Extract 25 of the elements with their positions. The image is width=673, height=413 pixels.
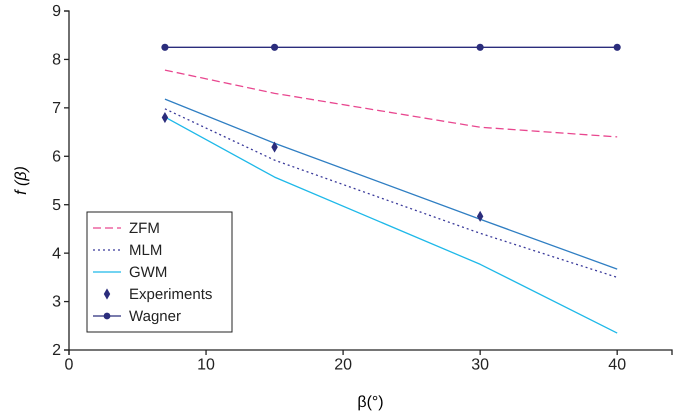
legend-label: Wagner: [129, 308, 181, 325]
legend-label: Experiments: [129, 286, 212, 303]
x-axis-title: β(°): [357, 394, 384, 411]
y-tick-label: 9: [52, 3, 62, 20]
line-series: [164, 69, 618, 138]
x-tick-label: 30: [471, 356, 490, 374]
y-axis-title: f (β): [13, 166, 30, 195]
x-tick-label: 40: [608, 356, 626, 374]
x-tick-label: 0: [64, 356, 74, 374]
point: [271, 44, 278, 51]
legend-label: MLM: [129, 242, 162, 259]
legend-label: GWM: [129, 264, 168, 281]
y-tick-label: 7: [52, 100, 62, 117]
y-tick-label: 5: [52, 196, 62, 214]
x-tick-label: 20: [334, 356, 352, 374]
point: [476, 44, 484, 51]
y-tick-label: 2: [52, 342, 62, 360]
legend-label: ZFM: [129, 220, 160, 237]
y-tick-label: 6: [52, 148, 62, 166]
y-tick-label: 4: [52, 245, 62, 262]
y-tick-label: 3: [52, 294, 62, 311]
x-tick-label: 10: [197, 356, 216, 374]
point: [161, 44, 168, 51]
point: [614, 44, 621, 51]
y-tick-label: 8: [52, 52, 62, 69]
